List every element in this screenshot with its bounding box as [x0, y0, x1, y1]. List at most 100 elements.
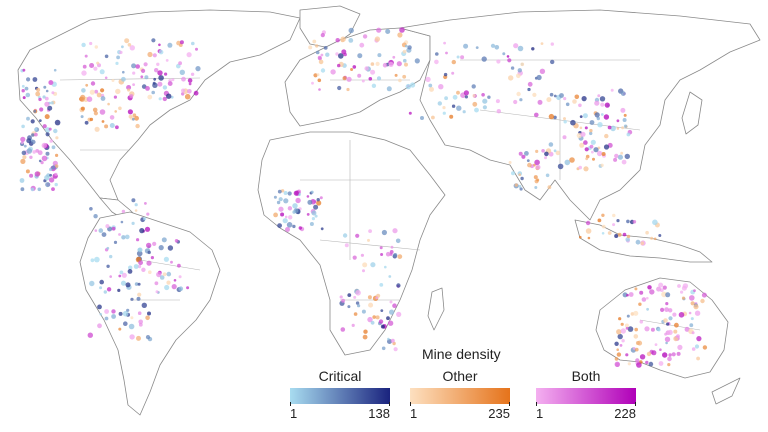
- density-dot: [661, 291, 667, 298]
- density-dot: [38, 159, 42, 163]
- density-dot: [546, 97, 552, 103]
- density-dot: [124, 38, 130, 44]
- density-dot: [145, 335, 151, 340]
- density-dot: [639, 290, 644, 295]
- density-dot: [314, 214, 318, 218]
- density-dot: [625, 237, 630, 242]
- density-dot: [549, 92, 554, 97]
- density-dot: [42, 124, 47, 129]
- density-dot: [657, 328, 661, 332]
- density-dot: [392, 55, 396, 59]
- density-dot: [579, 115, 583, 118]
- density-dot: [126, 85, 132, 90]
- density-dot: [346, 76, 352, 82]
- density-dot: [374, 36, 381, 42]
- density-dot: [341, 49, 347, 55]
- density-dot: [434, 59, 439, 65]
- density-dot: [138, 260, 144, 266]
- density-dot: [162, 272, 167, 277]
- density-dot: [563, 120, 567, 124]
- density-dot: [508, 161, 512, 164]
- density-dot: [451, 71, 455, 75]
- density-dot: [147, 311, 151, 316]
- density-dot: [508, 75, 514, 81]
- density-dot: [101, 120, 105, 123]
- density-dot: [25, 92, 31, 98]
- density-dot: [464, 95, 468, 99]
- density-dot: [513, 99, 518, 105]
- density-dot: [456, 55, 460, 59]
- density-dot: [623, 124, 628, 128]
- density-dot: [527, 81, 533, 87]
- density-dot: [306, 213, 310, 216]
- density-dot: [340, 327, 346, 332]
- density-dot: [187, 89, 192, 94]
- density-dot: [597, 122, 603, 128]
- density-dot: [135, 64, 140, 69]
- density-dot: [318, 88, 321, 91]
- density-dot: [594, 100, 600, 106]
- density-dot: [145, 315, 150, 321]
- density-dot: [315, 44, 319, 48]
- density-dot: [19, 178, 25, 183]
- density-dot: [621, 339, 625, 343]
- density-dot: [137, 282, 141, 286]
- density-dot: [173, 279, 177, 282]
- density-dot: [166, 271, 172, 277]
- density-dot: [162, 96, 167, 102]
- density-dot: [311, 81, 314, 85]
- density-dot: [594, 112, 600, 118]
- density-dot: [147, 94, 153, 100]
- density-dot: [604, 102, 610, 108]
- density-dot: [553, 115, 557, 120]
- density-dot: [396, 283, 401, 288]
- density-dot: [585, 228, 592, 234]
- density-dot: [395, 238, 401, 244]
- density-dot: [37, 187, 42, 192]
- density-dot: [385, 29, 391, 34]
- density-dot: [386, 86, 392, 92]
- density-dot: [495, 99, 500, 104]
- density-dot: [393, 253, 398, 258]
- density-dot: [620, 322, 624, 326]
- density-dot: [620, 91, 626, 96]
- density-dot: [115, 61, 119, 65]
- density-dot: [292, 203, 298, 209]
- density-dot: [646, 296, 649, 300]
- density-dot: [157, 70, 163, 76]
- density-dot: [41, 155, 48, 162]
- density-dot: [402, 74, 407, 79]
- density-dot: [680, 290, 684, 294]
- density-dot: [49, 139, 53, 143]
- density-dot: [158, 49, 164, 55]
- density-dot: [101, 232, 107, 238]
- asia: [399, 9, 761, 221]
- density-dot: [517, 45, 524, 52]
- density-dot: [94, 256, 100, 263]
- density-dot: [26, 116, 30, 121]
- density-dot: [104, 76, 108, 80]
- density-dot: [647, 285, 652, 290]
- density-dot: [105, 224, 110, 229]
- density-dot: [548, 113, 555, 120]
- density-dot: [42, 95, 46, 99]
- density-dot: [141, 267, 146, 272]
- density-dot: [355, 233, 360, 238]
- density-dot: [342, 233, 348, 238]
- density-dot: [34, 132, 38, 137]
- density-dot: [111, 309, 116, 314]
- density-dot: [518, 151, 523, 156]
- density-dot: [87, 332, 94, 338]
- density-dot: [694, 344, 700, 349]
- density-dot: [131, 198, 136, 203]
- density-dot: [527, 88, 531, 91]
- density-dot: [31, 139, 36, 145]
- density-dot: [370, 262, 376, 268]
- density-dot: [379, 283, 384, 287]
- density-dot: [348, 27, 354, 34]
- density-dot: [89, 89, 95, 95]
- density-dot: [404, 44, 408, 48]
- density-dot: [22, 155, 27, 160]
- density-dot: [44, 101, 50, 107]
- density-dot: [99, 286, 103, 290]
